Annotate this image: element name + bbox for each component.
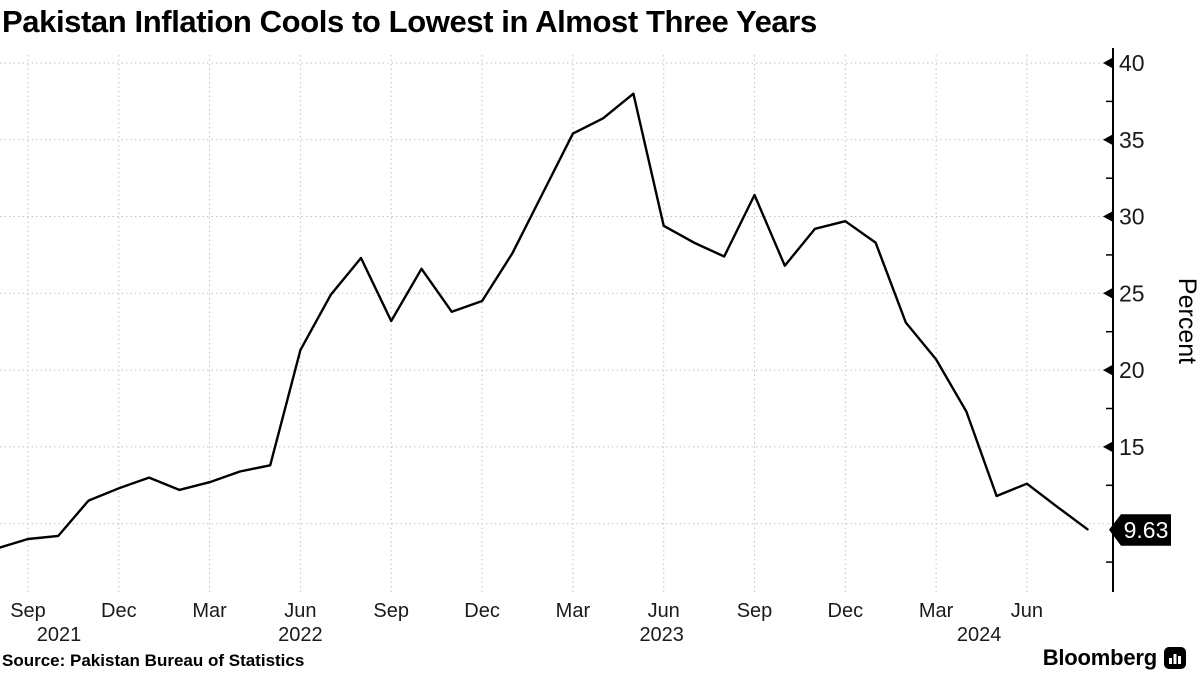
bloomberg-wordmark: Bloomberg <box>1042 645 1158 670</box>
axis-layer <box>1103 48 1114 592</box>
x-year-label: 2023 <box>639 624 684 646</box>
x-tick-label: Mar <box>192 600 227 622</box>
x-tick-label: Sep <box>373 600 409 622</box>
y-tick-arrow-icon <box>1103 211 1113 222</box>
x-year-label: 2021 <box>37 624 82 646</box>
x-tick-label: Dec <box>464 600 500 622</box>
x-tick-label: Sep <box>737 600 773 622</box>
bloomberg-logo: Bloomberg <box>1043 645 1186 671</box>
y-tick-label: 40 <box>1119 50 1145 76</box>
bloomberg-chart-icon <box>1164 647 1186 669</box>
y-tick-label: 25 <box>1119 280 1145 306</box>
last-value-label: 9.63 <box>1124 517 1169 543</box>
x-tick-label: Jun <box>648 600 680 622</box>
y-tick-arrow-icon <box>1103 441 1113 453</box>
y-tick-arrow-icon <box>1103 134 1113 146</box>
x-tick-label: Sep <box>10 600 46 622</box>
y-tick-arrow-icon <box>1103 364 1113 376</box>
y-axis-title: Percent <box>1173 278 1200 364</box>
y-tick-arrow-icon <box>1103 57 1113 69</box>
y-tick-label: 30 <box>1119 204 1145 230</box>
y-tick-label: 20 <box>1119 357 1145 383</box>
x-tick-label: Mar <box>919 600 954 622</box>
x-year-label: 2022 <box>278 624 323 646</box>
x-tick-label: Jun <box>284 600 316 622</box>
x-tick-label: Dec <box>828 600 864 622</box>
x-year-label: 2024 <box>957 624 1002 646</box>
x-tick-label: Dec <box>101 600 137 622</box>
x-tick-label: Mar <box>556 600 591 622</box>
x-tick-label: Jun <box>1011 600 1043 622</box>
y-tick-label: 15 <box>1119 434 1145 460</box>
last-value-badge <box>1109 514 1171 546</box>
series-layer <box>0 92 1089 549</box>
source-note: Source: Pakistan Bureau of Statistics <box>2 651 305 670</box>
y-tick-label: 35 <box>1119 127 1145 153</box>
series-line <box>0 92 1089 549</box>
gridlines-layer <box>0 55 1113 592</box>
chart-title: Pakistan Inflation Cools to Lowest in Al… <box>2 4 817 39</box>
y-tick-arrow-icon <box>1103 287 1113 299</box>
